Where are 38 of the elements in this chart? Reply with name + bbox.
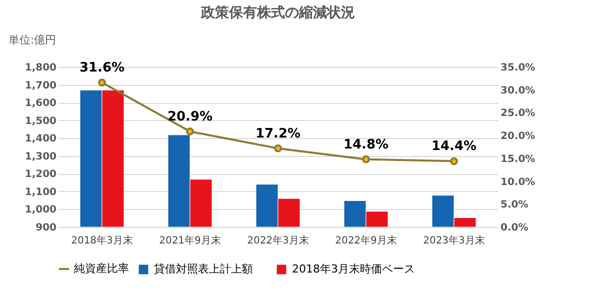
y-tick-label: 1,300 <box>24 151 57 162</box>
legend-label: 純資産比率 <box>74 262 129 275</box>
y2-tick-label: 5.0% <box>500 200 528 211</box>
y-tick-label: 1,400 <box>24 134 57 145</box>
point <box>98 78 106 86</box>
x-tick-label: 2018年3月末 <box>71 234 133 246</box>
data-label: 14.8% <box>343 137 389 152</box>
x-tick-label: 2021年9月末 <box>159 234 221 246</box>
y2-tick-label: 35.0% <box>500 62 536 74</box>
x-tick-label: 2022年3月末 <box>247 234 309 246</box>
legend-label: 貸借対照表上計上額 <box>154 262 253 276</box>
x-tick-label: 2022年9月末 <box>335 234 397 246</box>
point <box>362 155 370 164</box>
data-label: 17.2% <box>255 126 301 142</box>
y-tick-label: 1,500 <box>24 116 57 127</box>
x-tick-label: 2023年3月末 <box>423 234 485 246</box>
y2-tick-label: 30.0% <box>500 85 536 96</box>
y-tick-label: 900 <box>36 222 57 234</box>
y2-tick-label: 0.0% <box>500 222 528 234</box>
chart-title: 政策保有株式の縮減状況 <box>200 4 355 21</box>
data-label: 31.6% <box>79 60 125 76</box>
y-tick-label: 1,000 <box>24 204 57 216</box>
legend-label: 2018年3月末時価ベース <box>292 262 415 276</box>
y2-tick-label: 15.0% <box>500 154 536 165</box>
y-tick-label: 1,200 <box>24 169 57 180</box>
y2-tick-label: 20.0% <box>500 131 536 142</box>
y-tick-label: 1,100 <box>24 186 57 198</box>
y-axis-title: 単位:億円 <box>8 34 56 46</box>
y-tick-label: 1,700 <box>24 80 57 92</box>
y-tick-label: 1,800 <box>24 62 57 74</box>
point <box>450 157 458 166</box>
data-label: 20.9% <box>167 109 213 124</box>
y2-tick-label: 25.0% <box>500 108 536 120</box>
data-label: 14.4% <box>431 139 477 154</box>
y-tick-label: 1,600 <box>24 98 57 110</box>
point <box>274 144 282 152</box>
y2-tick-label: 10.0% <box>500 176 536 188</box>
point <box>186 128 194 136</box>
